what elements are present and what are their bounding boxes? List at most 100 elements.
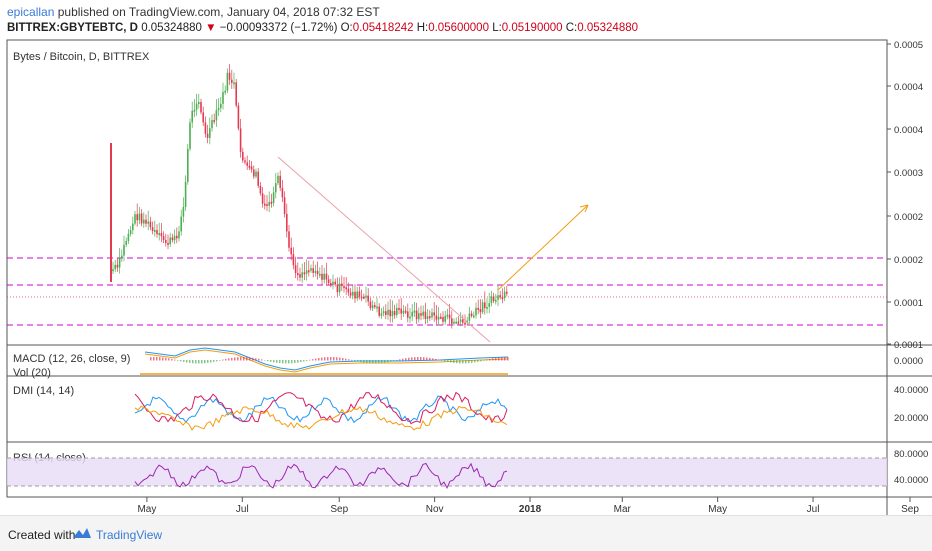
author-link[interactable]: epicallan (7, 5, 55, 19)
candle-body (248, 165, 251, 168)
macd-histogram-bar (456, 360, 458, 364)
macd-histogram-bar (309, 359, 311, 361)
macd-histogram-bar (324, 357, 326, 361)
y-tick-label: 0.0005 (894, 40, 923, 51)
macd-histogram-bar (189, 360, 191, 363)
candle-body (165, 240, 167, 243)
macd-histogram-bar (465, 360, 467, 364)
low-label: L: (492, 22, 502, 34)
macd-histogram-bar (360, 360, 362, 363)
x-tick-label: Jul (236, 504, 249, 515)
macd-histogram-bar (420, 357, 422, 361)
candle-body (301, 272, 303, 278)
candle-body (121, 255, 123, 259)
candle-body (255, 171, 257, 177)
macd-histogram-bar (174, 359, 176, 361)
open-value: 0.05418242 (352, 22, 414, 34)
candle-body (409, 316, 411, 319)
rsi-y-label: 80.0000 (894, 449, 928, 460)
macd-histogram-bar (255, 358, 257, 361)
symbol-label: BITTREX:GBYTEBTC, D (7, 22, 138, 34)
candle-body (297, 273, 299, 276)
candle-body (354, 291, 356, 299)
candle-body (400, 308, 402, 314)
macd-histogram-bar (504, 357, 506, 361)
candle-body (363, 296, 365, 299)
macd-histogram-bar (186, 360, 188, 363)
candle-body (374, 305, 376, 308)
candle-body (171, 237, 174, 241)
candle-body (140, 213, 143, 224)
candle-body (455, 321, 457, 324)
x-tick-label: May (137, 504, 156, 515)
candle-body (118, 258, 121, 268)
macd-histogram-bar (249, 357, 251, 361)
chart-canvas[interactable]: May Jul Sep Nov 2018 Mar May Jul Sep 0.0005 0.0004… (0, 0, 932, 515)
macd-histogram-bar (177, 360, 179, 361)
macd-histogram-bar (237, 357, 239, 361)
macd-histogram-bar (495, 357, 497, 361)
x-tick-label: May (708, 504, 727, 515)
candle-body (437, 316, 440, 320)
candle-body (488, 303, 490, 307)
candle-body (462, 319, 464, 323)
macd-histogram-bar (432, 358, 434, 361)
macd-histogram-bar (243, 357, 245, 361)
candle-body (283, 197, 286, 214)
candle-body (154, 229, 156, 232)
candle-body (114, 264, 116, 270)
candle-body (198, 101, 200, 104)
candle-body (277, 175, 279, 184)
candle-body (378, 306, 380, 316)
candle-body (312, 268, 314, 273)
candle-body (345, 287, 347, 290)
tradingview-logo-icon[interactable] (72, 526, 92, 540)
x-tick-label: Mar (614, 504, 632, 515)
candle-body (325, 273, 328, 280)
macd-histogram-bar (318, 358, 320, 361)
macd-histogram-bar (336, 357, 338, 361)
macd-histogram-bar (300, 360, 302, 363)
candle-body (228, 72, 231, 80)
macd-histogram-bar (477, 360, 479, 362)
macd-histogram-bar (207, 360, 209, 363)
macd-histogram-bar (468, 360, 470, 364)
candle-body (147, 221, 149, 224)
candle-body (393, 311, 396, 316)
candle-body (270, 201, 273, 204)
publish-text: published on TradingView.com, January 04… (57, 5, 380, 19)
candle-body (206, 133, 209, 138)
tradingview-link[interactable]: TradingView (96, 528, 163, 542)
rsi-y-label: 40.0000 (894, 475, 928, 486)
macd-histogram-bar (216, 360, 218, 362)
candle-body (444, 315, 446, 322)
candle-body (286, 213, 288, 232)
candle-body (495, 299, 497, 302)
candle-body (182, 207, 185, 217)
candle-body (490, 296, 493, 304)
y-tick-label: 0.0004 (894, 82, 923, 93)
candle-body (316, 270, 319, 275)
macd-histogram-bar (390, 360, 392, 362)
candle-body (125, 241, 127, 245)
x-tick-label: Nov (426, 504, 444, 515)
macd-histogram-bar (411, 357, 413, 361)
macd-histogram-bar (162, 357, 164, 361)
footer: Created with TradingView (0, 515, 932, 551)
macd-histogram-bar (372, 360, 374, 364)
macd-histogram-bar (222, 359, 224, 361)
macd-histogram-bar (363, 360, 365, 363)
candle-body (156, 229, 158, 235)
macd-signal-line (144, 349, 509, 373)
candle-body (360, 296, 363, 299)
macd-histogram-bar (297, 360, 299, 363)
candle-body (473, 315, 475, 318)
candle-body (180, 216, 182, 232)
candle-body (220, 103, 222, 109)
candle-body (506, 291, 508, 294)
candle-body (446, 314, 449, 317)
x-tick-label: Sep (330, 504, 348, 515)
candle-body (422, 311, 424, 316)
macd-histogram-bar (381, 360, 383, 364)
macd-histogram-bar (330, 357, 332, 361)
